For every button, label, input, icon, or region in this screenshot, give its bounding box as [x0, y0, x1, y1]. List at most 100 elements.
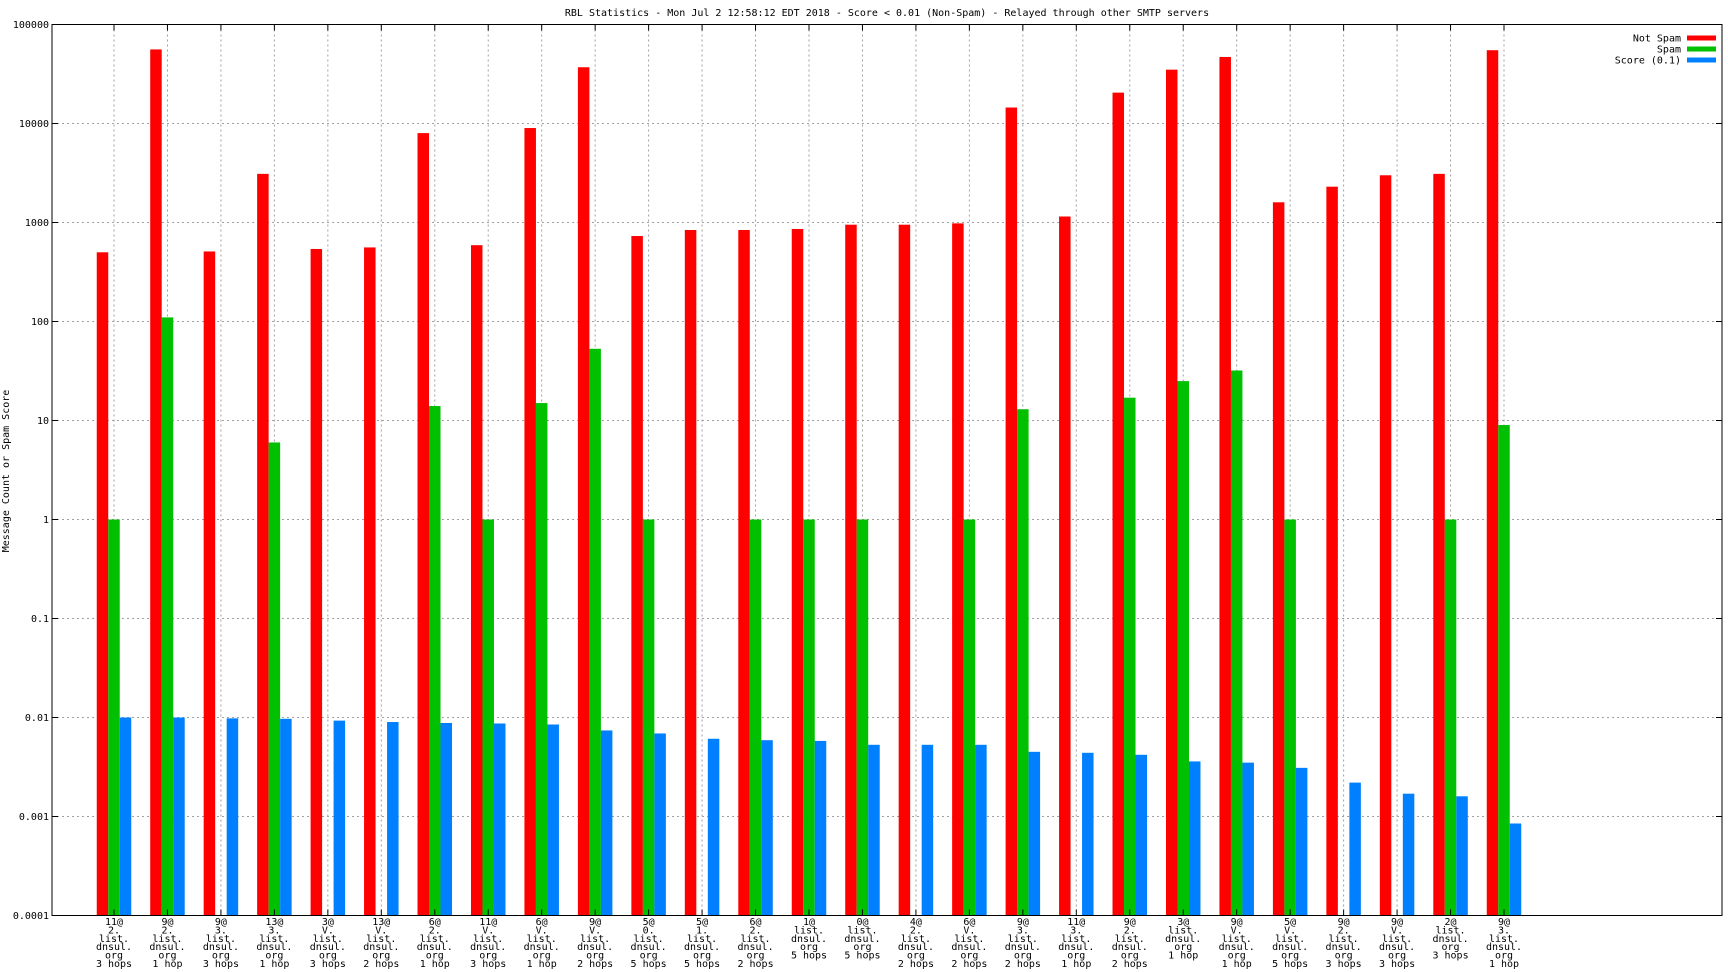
bar	[1272, 202, 1285, 916]
bar	[524, 128, 536, 916]
bar	[108, 519, 120, 916]
bar	[547, 724, 559, 916]
y-axis-label: Message Count or Spam Score	[1, 390, 12, 553]
bar	[1498, 425, 1510, 916]
bar	[150, 49, 162, 916]
bar	[1444, 519, 1457, 916]
bar	[1486, 50, 1499, 916]
y-axis-ticks: 0.0001 0.001 0.01 0.1 1 10 100 1000 10000 100000	[13, 20, 1722, 922]
x-tick-label: 1@ list. dnsul. org 5 hops	[791, 917, 827, 962]
x-tick-label: 13@ 3. list. dnsul. org 1 hop	[256, 917, 292, 970]
bar	[417, 133, 430, 916]
bar	[631, 236, 643, 916]
x-tick-label: 4@ 2. list. dnsul. org 2 hops	[898, 917, 934, 970]
x-tick-label: 11@ V. list. dnsul. org 3 hops	[470, 917, 506, 970]
bar	[738, 229, 750, 916]
bar	[803, 519, 815, 916]
bar	[707, 738, 720, 916]
y-tick-label: 1000	[25, 218, 49, 229]
legend-label: Not Spam	[1633, 34, 1681, 45]
bar	[1219, 56, 1231, 916]
bar	[589, 348, 601, 916]
x-tick-label: 9@ V. list. dnsul. org 3 hops	[1379, 917, 1415, 970]
bar	[333, 720, 346, 916]
y-tick-label: 100000	[13, 20, 49, 31]
bar	[1165, 69, 1178, 916]
bar	[845, 224, 857, 916]
bar	[1326, 186, 1338, 916]
y-tick-label: 100	[31, 317, 49, 328]
bar	[791, 228, 804, 916]
legend-swatch	[1687, 35, 1716, 41]
x-tick-label: 6@ V. list. dnsul. org 1 hop	[524, 917, 560, 970]
x-tick-label: 6@ V. list. dnsul. org 2 hops	[951, 917, 987, 970]
bar	[654, 733, 666, 916]
bar	[749, 519, 762, 916]
bar	[96, 252, 109, 916]
x-tick-label: 9@ 2. list. dnsul. org 2 hops	[1112, 917, 1148, 970]
bars	[96, 49, 1522, 916]
y-tick-label: 0.1	[31, 614, 49, 625]
bar	[1379, 175, 1392, 916]
legend-label: Score (0.1)	[1615, 56, 1681, 67]
bar	[1284, 519, 1296, 916]
bar	[921, 744, 934, 916]
bar	[952, 223, 964, 916]
x-tick-label: 6@ 2. list. dnsul. org 1 hop	[417, 917, 453, 970]
chart-title: RBL Statistics - Mon Jul 2 12:58:12 EDT …	[565, 8, 1209, 19]
bar	[975, 744, 987, 916]
bar	[1112, 92, 1125, 916]
bar	[1509, 823, 1522, 916]
y-tick-label: 10	[37, 416, 49, 427]
bar	[1433, 173, 1445, 916]
bar	[814, 740, 827, 916]
legend-swatch	[1687, 46, 1716, 52]
x-tick-label: 9@ 2. list. dnsul. org 1 hop	[149, 917, 185, 970]
y-tick-label: 0.0001	[13, 911, 49, 922]
bar	[440, 722, 453, 916]
x-tick-label: 5@ 1. list. dnsul. org 5 hops	[684, 917, 720, 970]
y-tick-label: 1	[43, 515, 49, 526]
bar	[493, 723, 506, 916]
x-tick-label: 11@ 2. list. dnsul. org 3 hops	[96, 917, 132, 970]
bar	[429, 406, 441, 916]
bar	[280, 718, 292, 916]
grid	[52, 24, 1722, 916]
bar	[226, 718, 239, 916]
bar	[119, 717, 132, 916]
bar	[1188, 761, 1201, 916]
bar	[1028, 751, 1041, 916]
x-tick-label: 9@ 3. list. dnsul. org 2 hops	[1005, 917, 1041, 970]
x-tick-label: 2@ list. dnsul. org 3 hops	[1432, 917, 1468, 962]
x-tick-label: 13@ V. list. dnsul. org 2 hops	[363, 917, 399, 970]
legend-label: Spam	[1657, 45, 1681, 56]
bar	[470, 245, 483, 916]
y-tick-label: 0.001	[19, 812, 49, 823]
bar	[1124, 397, 1136, 916]
bar	[1059, 216, 1071, 916]
x-tick-label: 3@ V. list. dnsul. org 3 hops	[310, 917, 346, 970]
bar	[684, 229, 697, 916]
bar	[898, 224, 911, 916]
bar	[577, 67, 590, 916]
x-tick-label: 9@ 2. list. dnsul. org 3 hops	[1326, 917, 1362, 970]
x-tick-label: 6@ 2. list. dnsul. org 2 hops	[737, 917, 773, 970]
bar	[761, 740, 773, 916]
y-tick-label: 10000	[19, 119, 49, 130]
bar	[173, 717, 185, 916]
bar	[387, 722, 399, 916]
plot-frame	[51, 24, 1723, 916]
x-tick-label: 9@ V. list. dnsul. org 2 hops	[577, 917, 613, 970]
y-tick-label: 0.01	[25, 713, 49, 724]
x-tick-label: 5@ 0. list. dnsul. org 5 hops	[631, 917, 667, 970]
bar	[1177, 381, 1189, 916]
bar	[268, 442, 281, 916]
bar	[868, 744, 880, 916]
bar	[1349, 782, 1361, 916]
bar	[600, 730, 613, 916]
bar	[1135, 754, 1148, 916]
bar	[1230, 370, 1243, 916]
bar	[1456, 796, 1468, 916]
